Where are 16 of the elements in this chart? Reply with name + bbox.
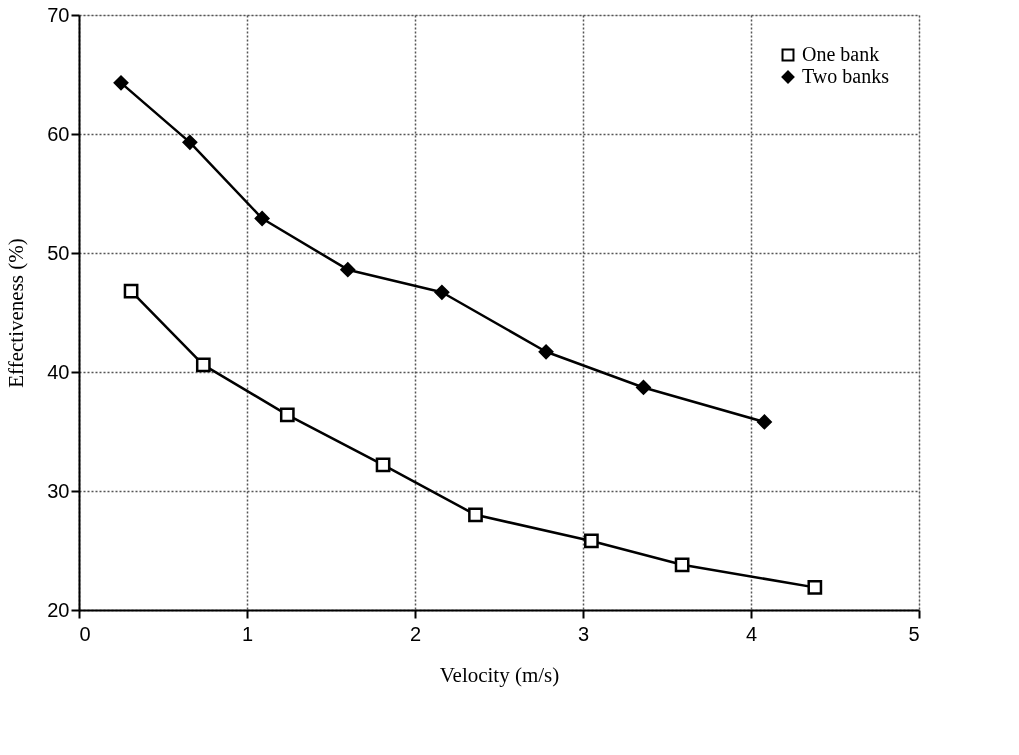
x-tick-label: 4 (745, 622, 758, 645)
x-tick-label: 3 (577, 622, 590, 645)
x-axis-title: Velocity (m/s) (439, 662, 560, 687)
y-tick-label: 60 (47, 122, 70, 145)
y-axis-title: Effectiveness (%) (4, 238, 29, 388)
y-tick-label: 30 (47, 479, 70, 502)
y-tick-label: 50 (47, 241, 70, 264)
legend-label: Two banks (802, 65, 890, 87)
y-tick-label: 70 (47, 3, 70, 26)
x-tick-label: 1 (241, 622, 254, 645)
legend-label: One bank (802, 43, 880, 65)
y-tick-label: 40 (47, 360, 70, 383)
x-tick-label: 2 (409, 622, 422, 645)
x-tick-label: 0 (79, 622, 91, 645)
y-tick-label: 20 (47, 598, 70, 621)
x-tick-label: 5 (908, 622, 920, 645)
